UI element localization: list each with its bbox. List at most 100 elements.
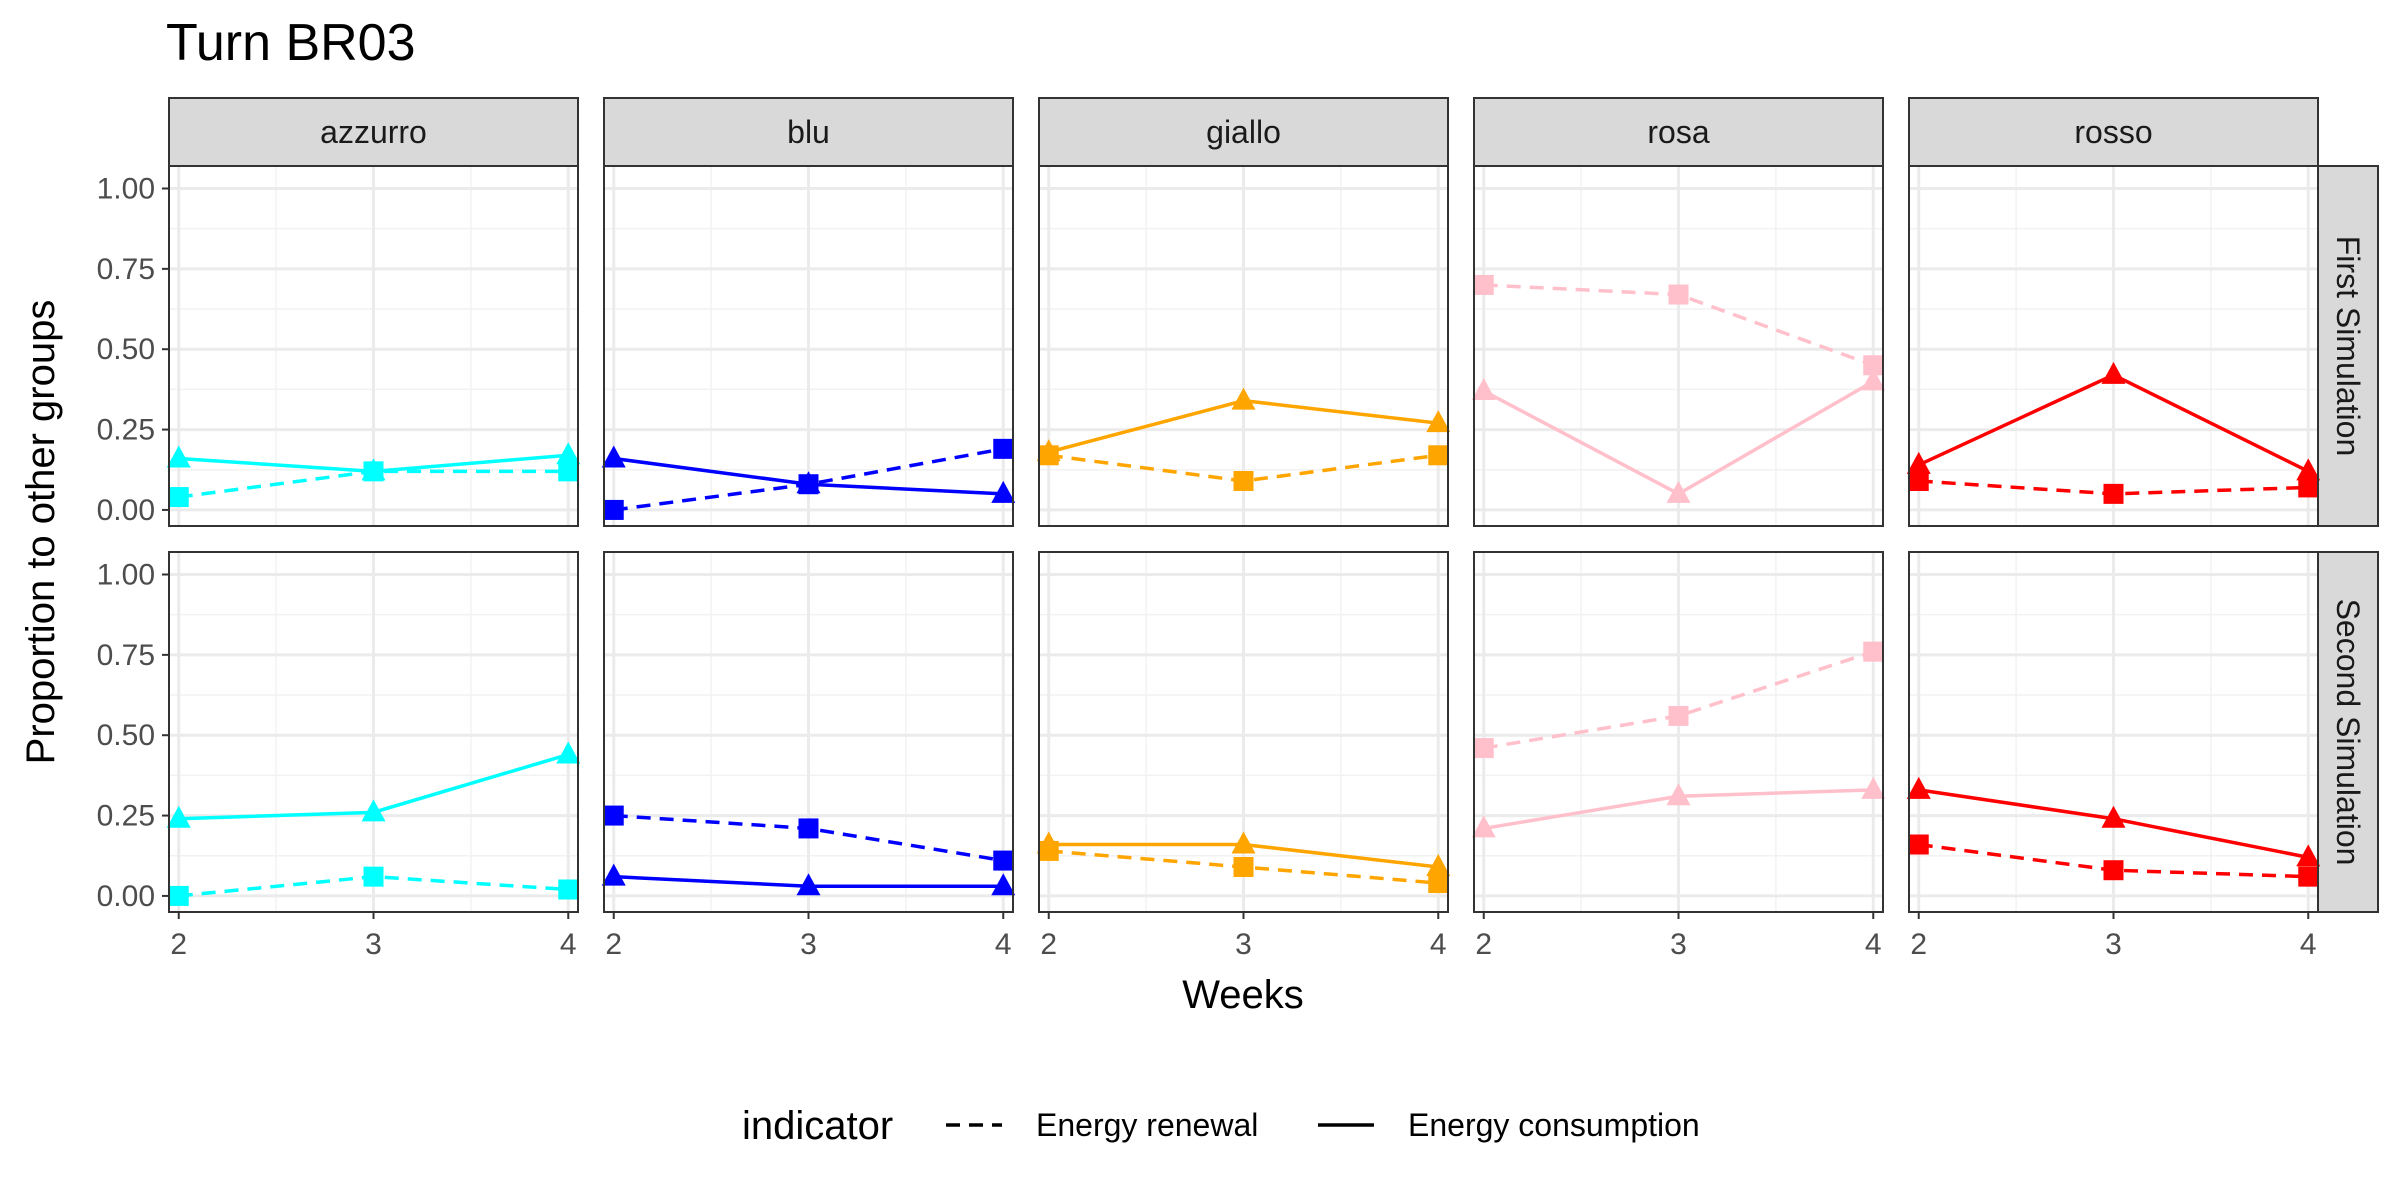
data-point-square (2103, 483, 2124, 504)
data-point-triangle (1666, 480, 1691, 503)
data-point-square (1233, 857, 1254, 877)
y-tick-label: 0.75 (97, 253, 155, 286)
data-point-square (2298, 866, 2319, 887)
data-point-square (558, 461, 579, 482)
data-point-square (603, 805, 624, 826)
x-tick-label: 4 (560, 928, 577, 961)
series-azzurro-energy-consumption-1 (166, 442, 581, 481)
series-blu-energy-consumption-2 (601, 863, 1016, 896)
data-point-triangle (1906, 776, 1931, 799)
x-tick-label: 2 (1910, 928, 1927, 961)
y-tick-label: 0.50 (97, 719, 155, 752)
y-tick-label: 0.75 (97, 639, 155, 672)
data-point-triangle (601, 863, 626, 886)
data-point-square (1668, 705, 1689, 726)
series-rosso-energy-renewal-2 (1908, 834, 2319, 887)
y-tick-label: 0.25 (97, 800, 155, 833)
data-point-triangle (2101, 805, 2126, 828)
panel-rosso-1 (1909, 166, 2318, 526)
panel-border (1038, 165, 1449, 527)
x-tick-label: 2 (170, 928, 187, 961)
data-point-square (558, 879, 579, 900)
x-tick-label: 4 (1430, 928, 1447, 961)
series-rosa-energy-renewal-1 (1473, 274, 1884, 376)
series-giallo-energy-consumption-1 (1036, 387, 1451, 462)
series-rosso-energy-consumption-2 (1906, 776, 2321, 867)
facet-strip-rosa (1473, 97, 1884, 167)
data-point-triangle (1426, 410, 1451, 433)
data-point-square (1233, 471, 1254, 491)
data-point-triangle (1036, 831, 1061, 854)
data-point-triangle (2101, 361, 2126, 384)
facet-label-blu: blu (787, 114, 830, 150)
y-tick-label: 0.00 (97, 494, 155, 527)
facet-strip-giallo (1038, 97, 1449, 167)
data-point-triangle (991, 873, 1016, 896)
y-tick-label: 0.00 (97, 880, 155, 913)
data-point-triangle (361, 458, 386, 481)
data-point-triangle (2296, 844, 2321, 867)
data-point-triangle (361, 799, 386, 822)
panel-rosso-2 (1909, 552, 2318, 912)
data-point-square (1428, 445, 1449, 466)
x-tick-label: 2 (1475, 928, 1492, 961)
legend-label-energy-renewal: Energy renewal (1036, 1107, 1258, 1143)
data-point-square (1908, 471, 1929, 491)
series-giallo-energy-consumption-2 (1036, 831, 1451, 876)
panel-border (1473, 165, 1884, 527)
data-point-triangle (1231, 387, 1256, 410)
data-point-triangle (1666, 783, 1691, 806)
legend: indicator Energy renewal Energy consumptio… (742, 1104, 1700, 1148)
row-label-first-simulation: First Simulation (2330, 236, 2366, 457)
x-tick-label: 3 (1670, 928, 1687, 961)
series-blu-energy-renewal-2 (603, 805, 1014, 871)
x-tick-label: 4 (2300, 928, 2317, 961)
data-point-square (168, 487, 189, 508)
data-point-square (1908, 834, 1929, 855)
y-tick-label: 0.50 (97, 333, 155, 366)
facet-panels: azzurro blu giallo rosa rosso First Simulatio… (97, 97, 2379, 961)
data-point-square (603, 499, 624, 520)
x-axis-title: Weeks (1182, 973, 1304, 1017)
data-point-square (798, 818, 819, 839)
data-point-triangle (1906, 451, 1931, 474)
data-point-square (2298, 477, 2319, 498)
data-point-triangle (796, 471, 821, 494)
y-tick-label: 1.00 (97, 173, 155, 206)
series-rosa-energy-consumption-2 (1471, 776, 1886, 838)
data-point-square (1428, 873, 1449, 894)
x-tick-label: 2 (605, 928, 622, 961)
x-tick-label: 2 (1040, 928, 1057, 961)
data-point-triangle (1426, 854, 1451, 876)
series-rosso-energy-consumption-1 (1906, 361, 2321, 481)
series-rosso-energy-renewal-1 (1908, 471, 2319, 504)
facet-strip-blu (603, 97, 1014, 167)
legend-title: indicator (742, 1104, 893, 1148)
data-point-square (168, 885, 189, 906)
data-point-square (1863, 355, 1884, 376)
panel-azzurro-2 (169, 552, 578, 912)
panel-border (168, 165, 579, 527)
data-point-square (993, 438, 1014, 459)
series-blu-energy-consumption-1 (601, 445, 1016, 503)
data-point-square (993, 850, 1014, 871)
data-point-triangle (1471, 378, 1496, 400)
panel-border (1908, 165, 2319, 527)
series-rosa-energy-consumption-1 (1471, 368, 1886, 503)
data-point-triangle (1471, 815, 1496, 838)
panel-rosa-1 (1474, 166, 1883, 526)
y-axis-title: Proportion to other groups (19, 300, 63, 765)
x-tick-label: 4 (995, 928, 1012, 961)
data-point-triangle (556, 442, 581, 465)
x-tick-label: 4 (1865, 928, 1882, 961)
panel-rosa-2 (1474, 552, 1883, 912)
legend-label-energy-consumption: Energy consumption (1408, 1107, 1700, 1143)
data-point-triangle (796, 873, 821, 896)
data-point-triangle (556, 741, 581, 764)
data-point-triangle (1861, 776, 1886, 799)
x-tick-label: 3 (800, 928, 817, 961)
series-azzurro-energy-consumption-2 (166, 741, 581, 828)
series-azzurro-energy-renewal-2 (168, 866, 579, 906)
data-point-triangle (1861, 368, 1886, 391)
